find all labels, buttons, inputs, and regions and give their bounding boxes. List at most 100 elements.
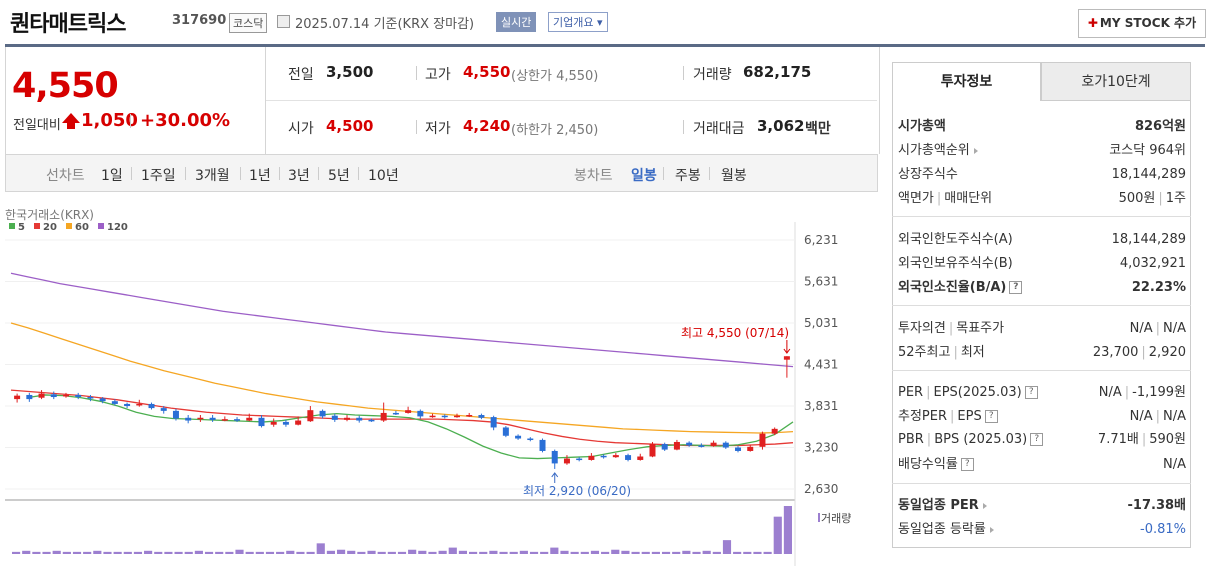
volume-bar bbox=[712, 551, 721, 554]
row-cap-rank[interactable]: 시가총액순위 코스닥 964위 bbox=[898, 139, 1186, 162]
period-10y[interactable]: 10년 bbox=[368, 168, 399, 184]
period-1y[interactable]: 1년 bbox=[249, 168, 271, 184]
volume-bar bbox=[479, 551, 488, 554]
help-icon[interactable]: ? bbox=[1009, 281, 1023, 294]
candle-body bbox=[26, 394, 33, 400]
volume-bar bbox=[326, 550, 335, 554]
w52-high-label: 52주최고 bbox=[898, 345, 951, 360]
volume-bar bbox=[672, 551, 681, 554]
candle-body bbox=[380, 412, 387, 421]
candle-body bbox=[221, 419, 228, 421]
period-weekly[interactable]: 주봉 bbox=[675, 168, 701, 184]
volume-bar bbox=[215, 551, 224, 554]
candle-body bbox=[344, 417, 351, 420]
help-icon[interactable]: ? bbox=[984, 410, 998, 423]
change-percent: +30.00% bbox=[140, 110, 231, 131]
volume-bar bbox=[225, 551, 234, 554]
candle-body bbox=[75, 394, 82, 398]
volume-bar bbox=[499, 551, 508, 554]
period-1w[interactable]: 1주일 bbox=[141, 168, 176, 184]
tab-order-book[interactable]: 호가10단계 bbox=[1041, 62, 1191, 101]
opinion-label: 투자의견 bbox=[898, 321, 946, 336]
candle-body bbox=[14, 395, 21, 400]
upper-limit: (상한가 4,550) bbox=[511, 69, 599, 84]
up-arrow-icon bbox=[62, 113, 80, 123]
divider bbox=[318, 167, 319, 180]
realtime-button[interactable]: 실시간 bbox=[496, 12, 537, 32]
row-pbr-bps: PBR | BPS (2025.03)? 7.71배 | 590원 bbox=[898, 432, 1186, 447]
candle-body bbox=[588, 455, 595, 460]
volume-bar bbox=[397, 551, 407, 554]
volume-bar bbox=[509, 551, 518, 554]
divider bbox=[892, 370, 1191, 371]
volume-bar bbox=[590, 550, 600, 554]
period-monthly[interactable]: 월봉 bbox=[721, 168, 747, 184]
volume-bar bbox=[204, 551, 214, 554]
moving-averages bbox=[10, 272, 794, 460]
candle-body bbox=[282, 421, 289, 425]
help-icon[interactable]: ? bbox=[1024, 386, 1038, 399]
chart-grid bbox=[5, 239, 795, 490]
divider bbox=[279, 167, 280, 180]
divider bbox=[240, 167, 241, 180]
candle-body bbox=[209, 417, 216, 420]
my-stock-add-button[interactable]: ✚ MY STOCK 추가 bbox=[1078, 9, 1206, 38]
volume-bar bbox=[641, 551, 650, 554]
calendar-icon bbox=[277, 15, 290, 28]
volume-bar bbox=[12, 551, 21, 554]
candle-body bbox=[527, 438, 534, 441]
help-icon[interactable]: ? bbox=[960, 458, 974, 471]
foreign-limit-value: 18,144,289 bbox=[1111, 232, 1186, 247]
est-eps-label: EPS bbox=[957, 409, 982, 424]
divider bbox=[663, 167, 664, 180]
divider bbox=[130, 114, 131, 128]
row-industry-per[interactable]: 동일업종 PER -17.38배 bbox=[898, 494, 1186, 517]
period-3y[interactable]: 3년 bbox=[288, 168, 310, 184]
volume-value: 682,175 bbox=[743, 63, 812, 81]
candle-body bbox=[319, 410, 326, 417]
volume-bar bbox=[702, 550, 711, 554]
company-overview-dropdown[interactable]: 기업개요 ▾ bbox=[548, 12, 608, 32]
industry-rate-label: 동일업종 등락률 bbox=[898, 522, 986, 537]
opinion-value: N/A bbox=[1129, 321, 1153, 336]
tab-investment-info[interactable]: 투자정보 bbox=[892, 62, 1041, 101]
candle-body bbox=[111, 401, 118, 404]
w52-high-value: 23,700 bbox=[1092, 345, 1139, 360]
help-icon[interactable]: ? bbox=[1030, 433, 1044, 446]
amount-unit: 백만 bbox=[805, 121, 831, 137]
high-arrow-head bbox=[783, 348, 791, 354]
eps-value: -1,199원 bbox=[1132, 385, 1186, 400]
y-tick-label: 5,031 bbox=[804, 316, 838, 330]
y-tick-label: 2,630 bbox=[804, 482, 838, 496]
foreign-hold-label: 외국인보유주식수(B) bbox=[898, 256, 1013, 271]
industry-per-value: -17.38배 bbox=[1127, 498, 1186, 513]
candle-body bbox=[197, 417, 204, 420]
candle-chart-label: 봉차트 bbox=[574, 168, 613, 184]
period-3m[interactable]: 3개월 bbox=[195, 168, 230, 184]
legend-label-20: 20 bbox=[43, 222, 57, 233]
period-1d[interactable]: 1일 bbox=[101, 168, 123, 184]
volume-bar bbox=[408, 549, 417, 554]
candle-body bbox=[172, 410, 179, 419]
price-summary bbox=[5, 47, 880, 154]
period-5y[interactable]: 5년 bbox=[328, 168, 350, 184]
candle-body bbox=[515, 435, 522, 439]
price-chart[interactable]: 한국거래소(KRX) 5 20 60 120 6,231 5,631 5,031 4,431… bbox=[5, 192, 878, 566]
candle-body bbox=[38, 393, 45, 398]
y-tick-label: 3,230 bbox=[804, 441, 838, 455]
period-daily[interactable]: 일봉 bbox=[631, 168, 657, 184]
row-industry-rate[interactable]: 동일업종 등락률 -0.81% bbox=[898, 518, 1186, 541]
volume-bar bbox=[651, 551, 660, 554]
plus-icon: ✚ bbox=[1087, 16, 1098, 30]
current-price: 4,550 bbox=[12, 66, 119, 106]
low-label: 저가 bbox=[425, 121, 451, 137]
divider bbox=[185, 167, 186, 180]
volume-bar bbox=[489, 550, 498, 554]
volume-bar bbox=[336, 549, 346, 554]
foreign-hold-value: 4,032,921 bbox=[1119, 256, 1186, 271]
divider bbox=[892, 216, 1191, 217]
volume-bar bbox=[428, 551, 437, 554]
volume-bar bbox=[783, 506, 792, 554]
y-tick-label: 3,831 bbox=[804, 399, 838, 413]
candle-body bbox=[136, 403, 143, 406]
